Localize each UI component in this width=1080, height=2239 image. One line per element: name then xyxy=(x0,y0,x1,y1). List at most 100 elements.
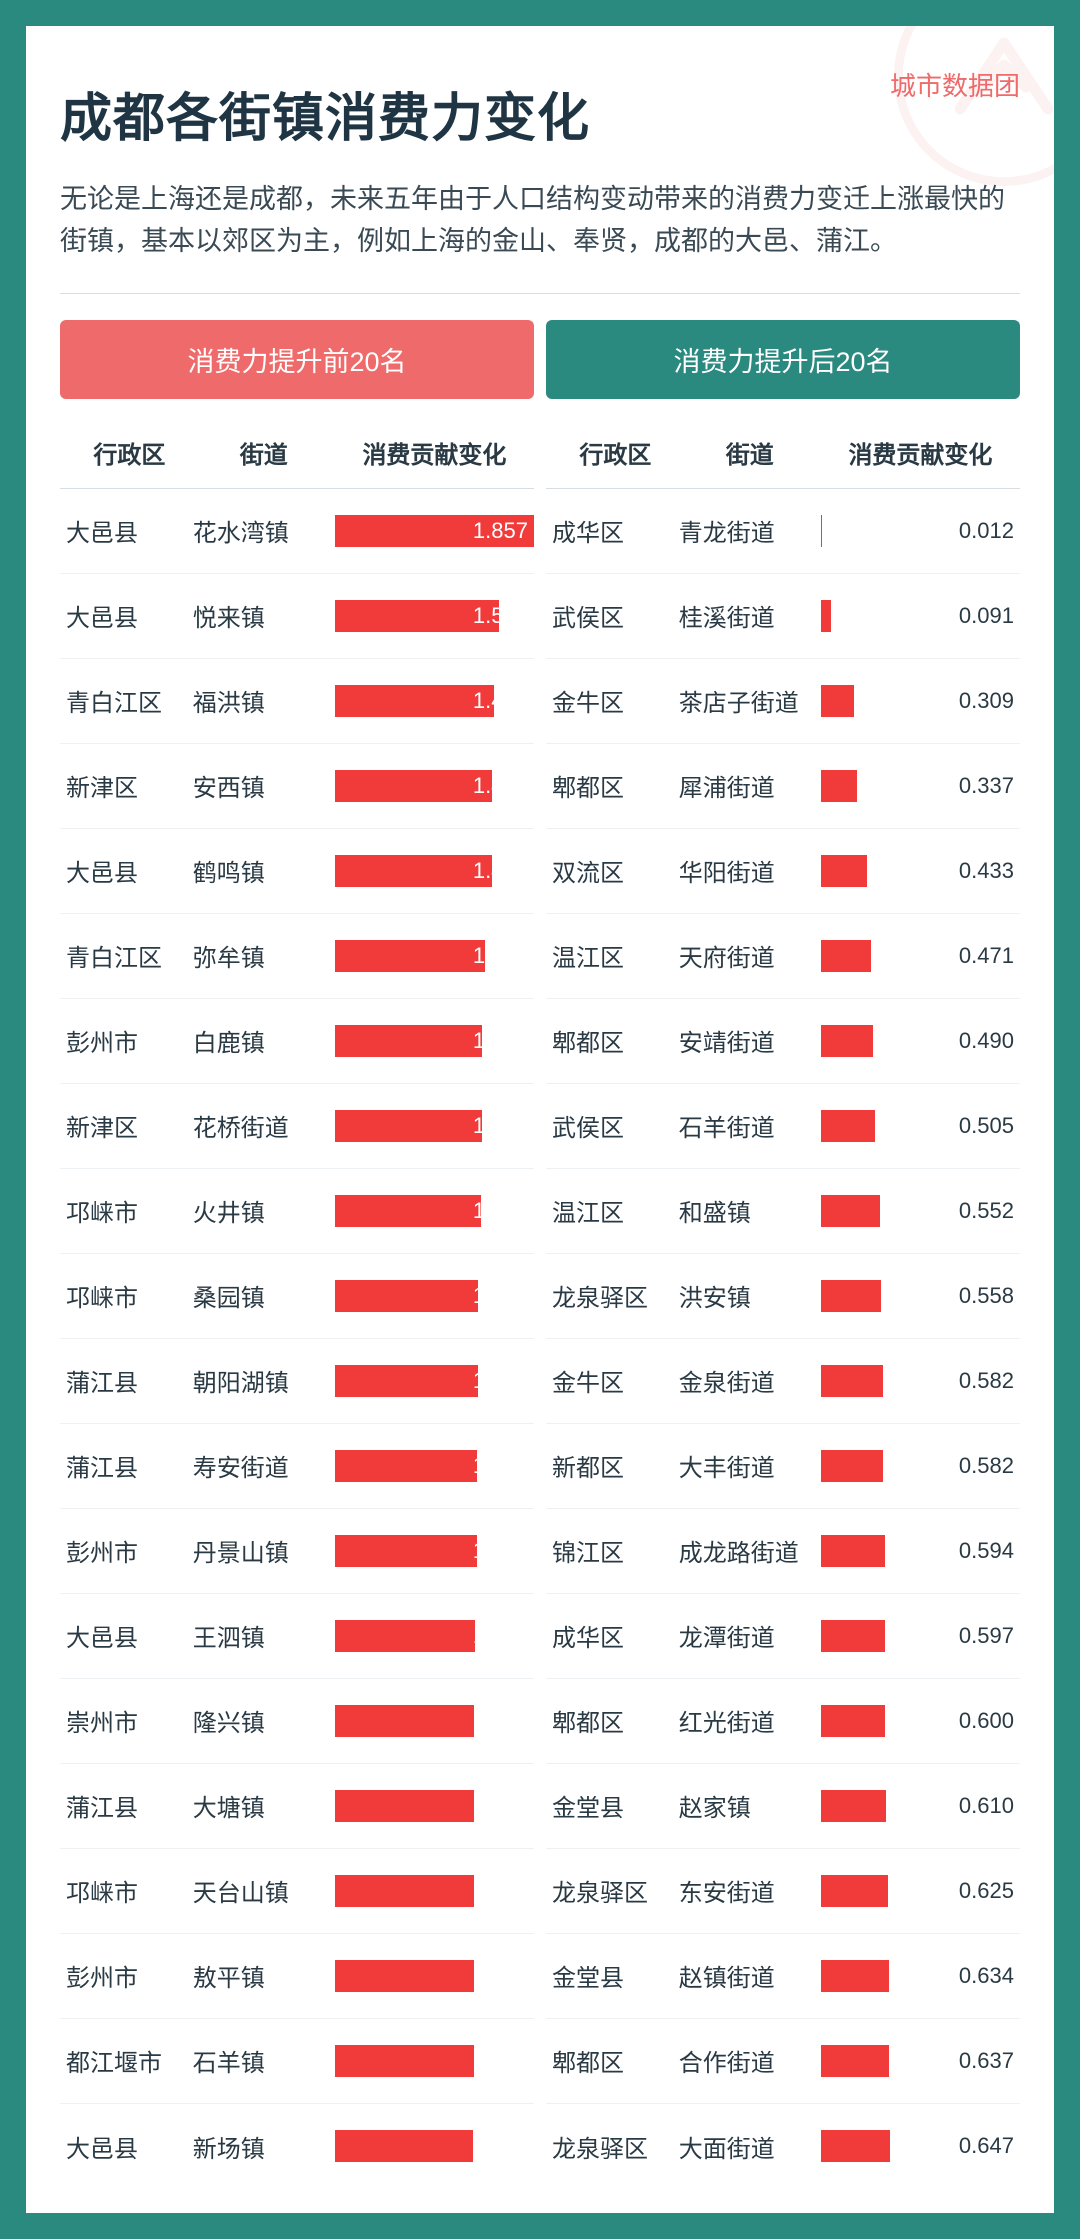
value-label: 0.433 xyxy=(959,858,1014,884)
cell-district: 武侯区 xyxy=(546,598,679,633)
cell-district: 龙泉驿区 xyxy=(546,1278,679,1313)
value-bar xyxy=(821,770,857,802)
cell-district: 蒲江县 xyxy=(60,1448,193,1483)
table-row: 锦江区成龙路街道0.594 xyxy=(546,1509,1020,1594)
cell-town: 龙潭街道 xyxy=(679,1618,821,1653)
cell-district: 蒲江县 xyxy=(60,1788,193,1823)
table-row: 大邑县王泗镇1.305 xyxy=(60,1594,534,1679)
cell-district: 温江区 xyxy=(546,938,679,973)
cell-district: 大邑县 xyxy=(60,853,193,888)
table-row: 邛崃市火井镇1.366 xyxy=(60,1169,534,1254)
cell-district: 郫都区 xyxy=(546,2043,679,2078)
value-bar xyxy=(335,1535,477,1567)
panels: 行政区 街道 消费贡献变化 大邑县花水湾镇1.857大邑县悦来镇1.532青白江… xyxy=(60,417,1020,2189)
table-row: 金堂县赵镇街道 0.634 xyxy=(546,1934,1020,2019)
cell-district: 邛崃市 xyxy=(60,1193,193,1228)
cell-value: 0.634 xyxy=(821,1960,1020,1992)
cell-value: 0.582 xyxy=(821,1450,1020,1482)
cell-value: 0.625 xyxy=(821,1875,1020,1907)
value-label: 0.594 xyxy=(959,1538,1014,1564)
cell-value: 1.336 xyxy=(335,1280,534,1312)
cell-district: 新津区 xyxy=(60,768,193,803)
value-label: 0.597 xyxy=(959,1623,1014,1649)
cell-town: 花桥街道 xyxy=(193,1108,335,1143)
cell-value: 0.505 xyxy=(821,1110,1020,1142)
cell-town: 鹤鸣镇 xyxy=(193,853,335,888)
cell-value: 1.468 xyxy=(335,770,534,802)
cell-district: 大邑县 xyxy=(60,1618,193,1653)
table-row: 郫都区合作街道0.637 xyxy=(546,2019,1020,2104)
tab-bottom20[interactable]: 消费力提升后20名 xyxy=(546,320,1020,399)
cell-value: 1.402 xyxy=(335,940,534,972)
cell-district: 大邑县 xyxy=(60,2129,193,2164)
table-row: 邛崃市桑园镇1.336 xyxy=(60,1254,534,1339)
table-row: 武侯区石羊街道0.505 xyxy=(546,1084,1020,1169)
table-row: 成华区龙潭街道 0.597 xyxy=(546,1594,1020,1679)
value-label: 1.331 xyxy=(473,1368,528,1394)
cell-town: 大丰街道 xyxy=(679,1448,821,1483)
value-bar xyxy=(821,1025,874,1057)
cell-value: 0.012 xyxy=(821,515,1020,547)
cell-value: 1.532 xyxy=(335,600,534,632)
tab-top20[interactable]: 消费力提升前20名 xyxy=(60,320,534,399)
cell-district: 武侯区 xyxy=(546,1108,679,1143)
cell-value: 0.091 xyxy=(821,600,1020,632)
value-bar xyxy=(335,1790,474,1822)
value-label: 0.558 xyxy=(959,1283,1014,1309)
value-label: 1.532 xyxy=(473,603,528,629)
cell-town: 大塘镇 xyxy=(193,1788,335,1823)
cell-town: 敖平镇 xyxy=(193,1958,335,1993)
value-label: 1.368 xyxy=(473,1113,528,1139)
value-label: 0.582 xyxy=(959,1453,1014,1479)
value-bar xyxy=(821,1705,885,1737)
value-bar xyxy=(335,1365,478,1397)
cell-town: 安靖街道 xyxy=(679,1023,821,1058)
value-bar xyxy=(335,2045,474,2077)
value-bar xyxy=(821,2130,890,2162)
table-row: 成华区青龙街道0.012 xyxy=(546,489,1020,574)
cell-district: 成华区 xyxy=(546,1618,679,1653)
table-row: 大邑县新场镇1.290 xyxy=(60,2104,534,2189)
value-bar xyxy=(821,1535,885,1567)
table-row: 蒲江县寿安街道1.327 xyxy=(60,1424,534,1509)
value-label: 0.634 xyxy=(959,1963,1014,1989)
cell-district: 大邑县 xyxy=(60,598,193,633)
cell-value: 0.471 xyxy=(821,940,1020,972)
value-bar xyxy=(335,1280,478,1312)
cell-town: 东安街道 xyxy=(679,1873,821,1908)
table-row: 大邑县花水湾镇1.857 xyxy=(60,489,534,574)
cell-town: 赵镇街道 xyxy=(679,1958,821,1993)
value-label: 0.647 xyxy=(959,2133,1014,2159)
cell-district: 金堂县 xyxy=(546,1958,679,1993)
value-bar xyxy=(335,1195,481,1227)
table-header: 行政区 街道 消费贡献变化 xyxy=(546,417,1020,489)
panel-top20: 行政区 街道 消费贡献变化 大邑县花水湾镇1.857大邑县悦来镇1.532青白江… xyxy=(60,417,534,2189)
value-bar xyxy=(821,1280,881,1312)
brand-label: 城市数据团 xyxy=(890,66,1020,103)
col-district: 行政区 xyxy=(546,435,679,470)
cell-town: 安西镇 xyxy=(193,768,335,803)
cell-district: 新津区 xyxy=(60,1108,193,1143)
cell-town: 福洪镇 xyxy=(193,683,335,718)
cell-district: 彭州市 xyxy=(60,1958,193,1993)
cell-district: 崇州市 xyxy=(60,1703,193,1738)
table-row: 彭州市白鹿镇1.373 xyxy=(60,999,534,1084)
cell-district: 蒲江县 xyxy=(60,1363,193,1398)
table-row: 青白江区福洪镇1.480 xyxy=(60,659,534,744)
value-label: 0.490 xyxy=(959,1028,1014,1054)
cell-value: 1.324 xyxy=(335,1535,534,1567)
cell-value: 1.327 xyxy=(335,1450,534,1482)
cell-town: 犀浦街道 xyxy=(679,768,821,803)
cell-town: 大面街道 xyxy=(679,2129,821,2164)
cell-value: 0.552 xyxy=(821,1195,1020,1227)
cell-town: 隆兴镇 xyxy=(193,1703,335,1738)
cell-value: 1.290 xyxy=(335,2130,534,2162)
value-bar xyxy=(335,940,485,972)
value-bar xyxy=(335,685,494,717)
value-label: 1.366 xyxy=(473,1198,528,1224)
cell-value: 1.373 xyxy=(335,1025,534,1057)
value-bar xyxy=(335,855,492,887)
value-label: 1.324 xyxy=(473,1538,528,1564)
value-label: 1.336 xyxy=(473,1283,528,1309)
value-bar xyxy=(821,1365,883,1397)
